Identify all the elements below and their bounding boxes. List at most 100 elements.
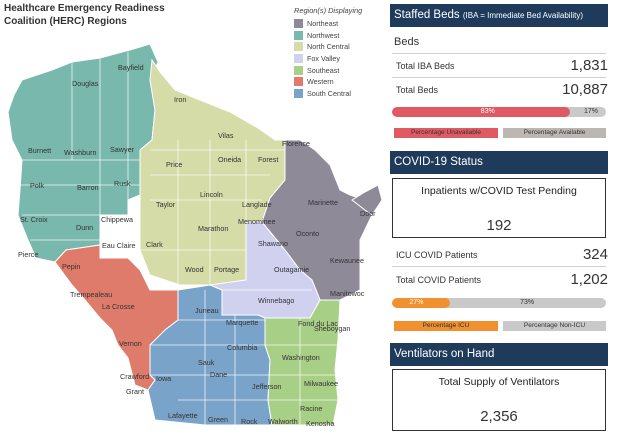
county-label: Green [208,415,228,424]
county-label: Door [360,209,376,218]
county-label: Pepin [62,262,80,271]
region-northwest[interactable] [7,43,159,263]
county-label: Iowa [156,374,171,383]
map-title: Healthcare Emergency Readiness Coalition… [4,3,165,27]
county-label: Outagamie [274,265,309,274]
county-label: Bayfield [118,63,144,72]
county-label: Barron [77,183,99,192]
ventilator-supply-card: Total Supply of Ventilators 2,356 [392,369,606,431]
county-label: Vernon [119,339,142,348]
total-beds-value: 10,887 [562,81,608,98]
county-label: Dunn [76,223,93,232]
county-label: Racine [300,404,322,413]
county-label: Taylor [156,200,176,209]
county-label: Price [166,160,182,169]
legend-swatch [294,77,303,87]
legend-label: Western [307,77,334,87]
beds-available-pct: 17% [583,108,598,115]
pending-tests-card: Inpatients w/COVID Test Pending 192 [392,178,606,238]
legend-item: Fox Valley [294,53,362,65]
legend-label: North Central [307,42,350,52]
legend-item: Western [294,76,362,88]
county-label: Washburn [64,148,97,157]
county-label: Sawyer [110,145,135,154]
legend-item: Northwest [294,30,362,42]
region-legend: Region(s) Displaying Northeast Northwest N… [294,6,362,99]
legend-swatch [294,19,303,29]
legend-percentage-available: Percentage Available [503,128,606,138]
county-label: Washington [282,353,320,362]
legend-header: Region(s) Displaying [294,6,363,15]
county-label: Dane [210,370,227,379]
county-label: Oneida [218,155,241,164]
icu-covid-label: ICU COVID Patients [396,250,478,260]
ventilators-header: Ventilators on Hand [390,343,608,366]
county-label: Walworth [268,417,298,426]
legend-label: Southeast [307,65,340,75]
county-label: Chippewa [101,215,133,224]
county-label: Kenosha [306,419,334,428]
county-label: Crawford [120,372,149,381]
county-label: Marquette [226,318,258,327]
county-label: Clark [146,240,163,249]
county-label: Sauk [198,358,215,367]
legend-swatch [294,42,303,52]
legend-label: South Central [307,88,351,98]
county-label: Juneau [195,306,219,315]
county-label: Oconto [296,229,319,238]
total-iba-beds-label: Total IBA Beds [396,61,455,71]
icu-ratio-bar: 27% 73% [392,298,606,308]
county-label: Eau Claire [102,241,136,250]
county-label: Pierce [18,250,38,259]
staffed-beds-header-note: (IBA = Immediate Bed Availability) [462,11,583,20]
legend-label: Fox Valley [307,54,341,64]
county-label: Burnett [28,146,51,155]
region-northeast-door[interactable] [351,184,383,216]
legend-percentage-icu: Percentage ICU [394,321,498,331]
county-label: Marathon [198,224,228,233]
county-label: Milwaukee [304,379,338,388]
icu-pct: 27% [409,299,424,306]
county-label: La Crosse [102,302,135,311]
county-label: Shawano [258,239,288,248]
county-label: St. Croix [20,215,48,224]
county-label: Wood [185,265,204,274]
county-label: Jefferson [252,382,281,391]
legend-swatch [294,30,303,40]
county-label: Portage [214,265,239,274]
ventilator-supply-value: 2,356 [480,408,518,425]
total-beds-label: Total Beds [396,85,439,95]
county-label: Polk [30,181,44,190]
covid-status-header: COVID-19 Status [390,151,608,174]
beds-unavailable-pct: 83% [480,108,495,115]
legend-swatch [294,88,303,98]
legend-percentage-unavailable: Percentage Unavailable [394,128,498,138]
county-label: Douglas [72,79,99,88]
county-label: Lafayette [168,411,198,420]
beds-unavailable-fill [392,107,570,117]
county-label: Fond du Lac [298,319,338,328]
legend-label: Northeast [307,19,339,29]
region-northeast[interactable] [261,139,373,301]
county-label: Kewaunee [330,256,364,265]
legend-item: North Central [294,41,362,53]
county-label: Winnebago [258,296,294,305]
total-covid-label: Total COVID Patients [396,275,482,285]
pending-tests-value: 192 [486,217,512,234]
county-label: Columbia [227,343,257,352]
county-label: Langlade [242,200,272,209]
county-label: Sheboygan [314,324,350,333]
beds-section-label: Beds [394,36,420,48]
county-label: Marinette [308,198,338,207]
total-iba-beds-value: 1,831 [570,57,608,74]
county-label: Vilas [218,131,234,140]
county-label: Trempealeau [70,290,112,299]
county-label: Lincoln [200,190,223,199]
county-label: Iron [174,95,186,104]
beds-availability-bar: 83% 17% [392,107,606,117]
county-label: Manitowoc [330,289,365,298]
legend-label: Northwest [307,30,340,40]
legend-item: Northeast [294,18,362,30]
legend-swatch [294,54,303,64]
legend-percentage-non-icu: Percentage Non-ICU [503,321,606,331]
